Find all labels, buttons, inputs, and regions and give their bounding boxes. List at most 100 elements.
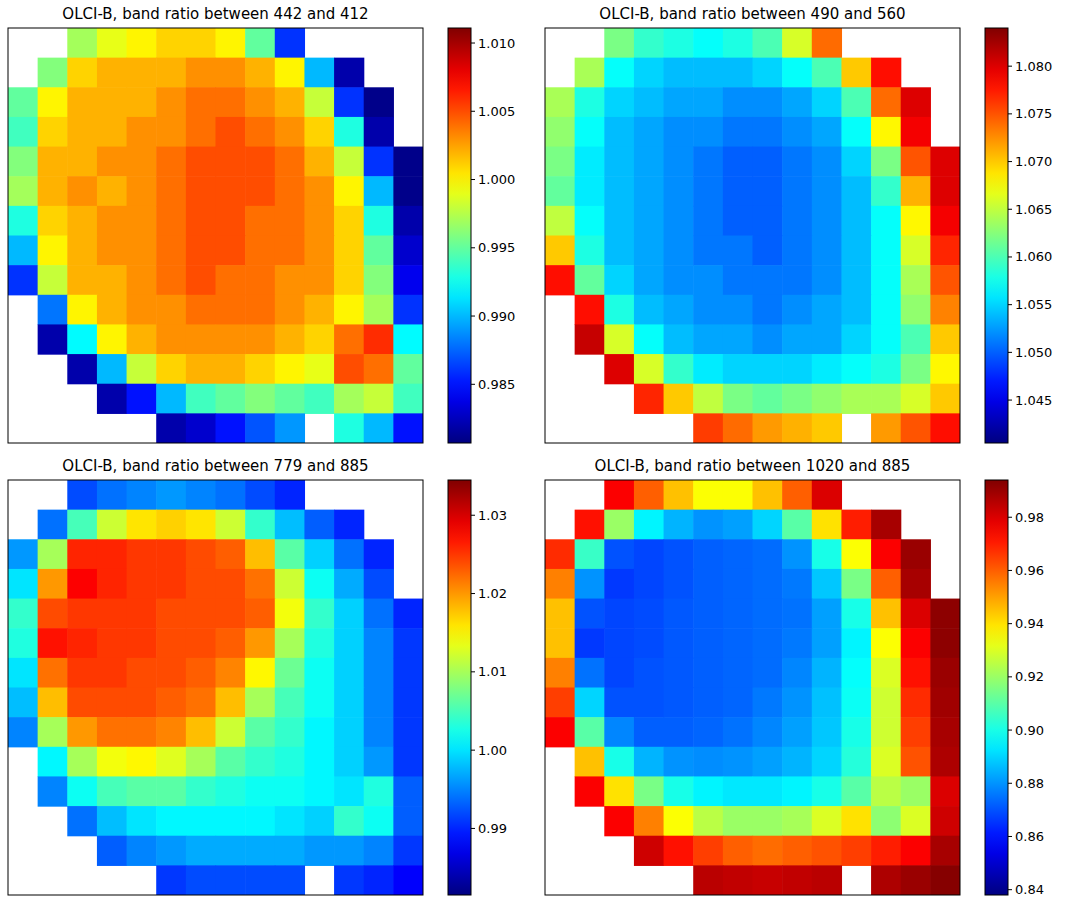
cell xyxy=(364,324,394,354)
heatmap xyxy=(545,480,960,895)
cell xyxy=(275,206,305,236)
cell xyxy=(275,58,305,88)
cell xyxy=(753,836,783,866)
cell xyxy=(812,865,842,895)
cell xyxy=(871,176,901,206)
cell xyxy=(664,28,694,58)
cell xyxy=(304,806,334,836)
cell xyxy=(604,265,634,295)
colorbar-tick xyxy=(1008,783,1012,784)
cell xyxy=(127,147,157,177)
cell xyxy=(575,324,605,354)
colorbar-tick-label: 0.94 xyxy=(1015,616,1044,631)
cell xyxy=(693,295,723,325)
cell xyxy=(693,480,723,510)
cell xyxy=(545,176,575,206)
cell xyxy=(604,569,634,599)
cell xyxy=(930,806,960,836)
plot-frame xyxy=(545,28,960,443)
cell xyxy=(901,717,931,747)
cell xyxy=(901,87,931,117)
cell xyxy=(38,658,68,688)
cell xyxy=(245,628,275,658)
cell xyxy=(812,28,842,58)
colorbar-tick xyxy=(471,671,475,672)
cell xyxy=(604,717,634,747)
cell xyxy=(275,117,305,147)
cell xyxy=(275,658,305,688)
plot-frame xyxy=(8,28,423,443)
cell xyxy=(67,176,97,206)
cell xyxy=(67,295,97,325)
cell xyxy=(127,510,157,540)
cell xyxy=(393,206,423,236)
cell xyxy=(216,413,246,443)
cell xyxy=(38,510,68,540)
cell xyxy=(604,206,634,236)
cell xyxy=(604,806,634,836)
cell xyxy=(693,510,723,540)
cell xyxy=(664,236,694,266)
cell xyxy=(97,265,127,295)
panel-title: OLCI-B, band ratio between 779 and 885 xyxy=(62,457,368,475)
cell xyxy=(841,206,871,236)
cell xyxy=(186,747,216,777)
cell xyxy=(393,776,423,806)
cell xyxy=(871,688,901,718)
cell xyxy=(67,599,97,629)
cell xyxy=(693,747,723,777)
cell xyxy=(841,87,871,117)
colorbar-tick xyxy=(1008,209,1012,210)
cell xyxy=(245,717,275,747)
cell xyxy=(127,658,157,688)
cell xyxy=(841,628,871,658)
cell xyxy=(634,539,664,569)
cell xyxy=(97,28,127,58)
cell xyxy=(334,324,364,354)
cell xyxy=(393,384,423,414)
cell xyxy=(812,776,842,806)
cell xyxy=(723,688,753,718)
cell xyxy=(545,599,575,629)
colorbar-tick xyxy=(471,828,475,829)
cell xyxy=(245,176,275,206)
cell xyxy=(782,176,812,206)
cell xyxy=(364,87,394,117)
cell xyxy=(67,117,97,147)
cell xyxy=(930,413,960,443)
cell xyxy=(304,599,334,629)
cell xyxy=(38,176,68,206)
cell xyxy=(871,865,901,895)
cell xyxy=(38,747,68,777)
cell xyxy=(97,354,127,384)
cell xyxy=(97,117,127,147)
cell xyxy=(275,384,305,414)
cell xyxy=(753,628,783,658)
cell xyxy=(841,806,871,836)
cell xyxy=(186,236,216,266)
cell xyxy=(575,539,605,569)
cell xyxy=(693,776,723,806)
colorbar-tick xyxy=(1008,400,1012,401)
cell xyxy=(753,354,783,384)
cell xyxy=(753,569,783,599)
cell xyxy=(693,28,723,58)
cell xyxy=(364,265,394,295)
cell xyxy=(664,176,694,206)
plot-background xyxy=(8,480,423,895)
cell xyxy=(216,806,246,836)
cell xyxy=(871,117,901,147)
cell xyxy=(275,176,305,206)
cell xyxy=(693,176,723,206)
heatmap xyxy=(545,28,960,443)
cell xyxy=(604,658,634,688)
cell xyxy=(67,324,97,354)
cell xyxy=(186,147,216,177)
cell xyxy=(871,510,901,540)
cell xyxy=(782,265,812,295)
cell xyxy=(930,354,960,384)
cell xyxy=(186,480,216,510)
cell xyxy=(127,117,157,147)
cell xyxy=(930,236,960,266)
cell xyxy=(693,836,723,866)
